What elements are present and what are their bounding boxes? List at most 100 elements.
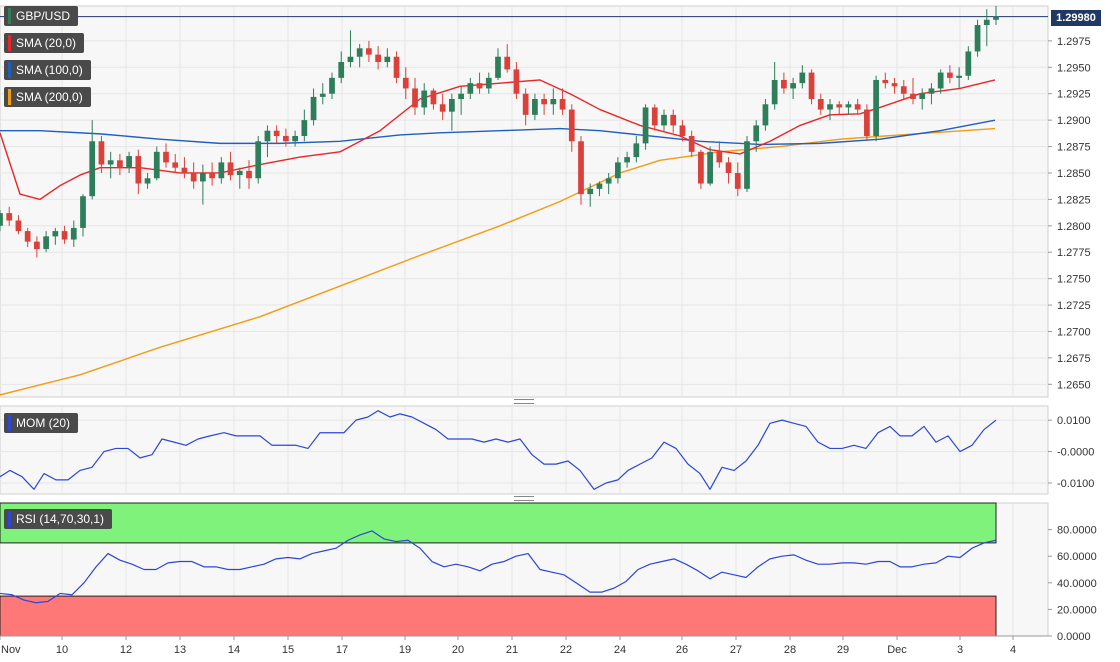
- resize-handle-mom[interactable]: [514, 496, 534, 501]
- candle-body: [541, 98, 547, 105]
- rsi-y-tick-label: 80.0000: [1057, 525, 1097, 537]
- mom-y-tick-label: 0.0100: [1057, 415, 1091, 427]
- mom-badge[interactable]: MOM (20): [4, 413, 78, 433]
- candle-body: [744, 141, 750, 189]
- sma20-swatch: [8, 35, 11, 51]
- candle-body: [974, 25, 981, 52]
- sma100-badge[interactable]: SMA (100,0): [4, 60, 91, 80]
- candle-body: [734, 172, 741, 189]
- main-y-tick-label: 1.2675: [1057, 353, 1091, 365]
- candle-body: [430, 90, 437, 105]
- sma200-label: SMA (200,0): [16, 90, 83, 104]
- candle-body: [70, 227, 77, 240]
- candle-body: [891, 83, 898, 87]
- candle-body: [227, 162, 234, 176]
- candle-body: [393, 56, 400, 78]
- candle-body: [236, 170, 243, 176]
- candle-body: [587, 188, 594, 195]
- candle-body: [559, 98, 566, 110]
- x-tick-label: 4: [1010, 644, 1016, 656]
- candle-body: [24, 231, 31, 242]
- candle-body: [366, 48, 372, 55]
- candle-body: [513, 69, 520, 94]
- candle-body: [163, 151, 169, 163]
- candle-body: [209, 172, 215, 179]
- candle-body: [633, 143, 640, 158]
- candle-body: [817, 98, 824, 110]
- mom-line: [0, 410, 997, 490]
- candle-body: [864, 109, 870, 136]
- candle-body: [375, 54, 381, 63]
- rsi-y-tick-label: 20.0000: [1057, 604, 1097, 616]
- main-y-tick-label: 1.2850: [1057, 168, 1091, 180]
- candle-body: [80, 196, 86, 228]
- main-y-tick-label: 1.2925: [1057, 89, 1091, 101]
- main-y-tick-label: 1.2950: [1057, 62, 1091, 74]
- x-tick-label: 27: [730, 644, 742, 656]
- candle-body: [698, 151, 704, 184]
- candle-body: [578, 141, 584, 195]
- mom-label: MOM (20): [16, 416, 70, 430]
- candle-body: [993, 16, 999, 20]
- sma200-line: [0, 127, 996, 396]
- candle-body: [845, 104, 852, 108]
- instrument-badge[interactable]: GBP/USD: [4, 6, 79, 26]
- x-tick-label: 26: [676, 644, 688, 656]
- candle-body: [43, 236, 49, 250]
- candle-body: [421, 90, 428, 108]
- rsi-label: RSI (14,70,30,1): [16, 512, 105, 526]
- x-tick-label: 20: [452, 644, 464, 656]
- candle-body: [292, 135, 298, 142]
- candle-body: [246, 170, 252, 179]
- main-y-tick-label: 1.2725: [1057, 300, 1091, 312]
- candle-body: [854, 104, 861, 110]
- candle-body: [910, 93, 916, 99]
- resize-handle-main[interactable]: [514, 399, 534, 404]
- candle-body: [781, 79, 787, 89]
- candle-body: [965, 51, 972, 76]
- main-y-tick-label: 1.2825: [1057, 194, 1091, 206]
- candle-body: [882, 79, 889, 84]
- candle-body: [670, 114, 677, 126]
- candle-body: [476, 83, 483, 89]
- candle-body: [651, 107, 658, 126]
- rsi-swatch: [8, 511, 11, 527]
- candle-body: [947, 72, 953, 78]
- candle-body: [771, 79, 778, 105]
- sma20-badge[interactable]: SMA (20,0): [4, 33, 85, 53]
- candle-body: [6, 213, 13, 221]
- candle-body: [181, 167, 188, 173]
- x-tick-label: 19: [399, 644, 411, 656]
- candle-body: [753, 125, 760, 142]
- candle-body: [126, 156, 132, 168]
- candle-body: [402, 77, 409, 89]
- x-tick-label: 17: [336, 644, 348, 656]
- candle-body: [532, 98, 538, 115]
- x-tick-label: Dec: [887, 644, 907, 656]
- candle-body: [928, 88, 935, 94]
- candle-body: [900, 86, 907, 94]
- candle-body: [485, 77, 492, 89]
- candle-body: [301, 120, 308, 136]
- rsi-y-tick-label: 0.0000: [1057, 631, 1091, 643]
- candle-body: [273, 130, 280, 136]
- main-y-tick-label: 1.2875: [1057, 142, 1091, 154]
- candle-body: [107, 160, 114, 165]
- candle-body: [568, 109, 575, 142]
- x-tick-label: 21: [506, 644, 518, 656]
- candle-body: [522, 93, 529, 115]
- candle-body: [412, 88, 418, 108]
- x-tick-label: 28: [784, 644, 796, 656]
- candle-body: [642, 107, 649, 144]
- main-y-tick-label: 1.2650: [1057, 379, 1091, 391]
- x-tick-label: Nov: [1, 644, 21, 656]
- mom-panel-bg: [0, 405, 1049, 495]
- candle-body: [319, 93, 326, 97]
- candle-body: [283, 135, 289, 142]
- mom-y-tick-label: -0.0000: [1057, 447, 1094, 459]
- sma200-badge[interactable]: SMA (200,0): [4, 87, 91, 107]
- rsi-badge[interactable]: RSI (14,70,30,1): [4, 509, 113, 529]
- main-y-tick-label: 1.2750: [1057, 274, 1091, 286]
- candle-body: [956, 75, 962, 78]
